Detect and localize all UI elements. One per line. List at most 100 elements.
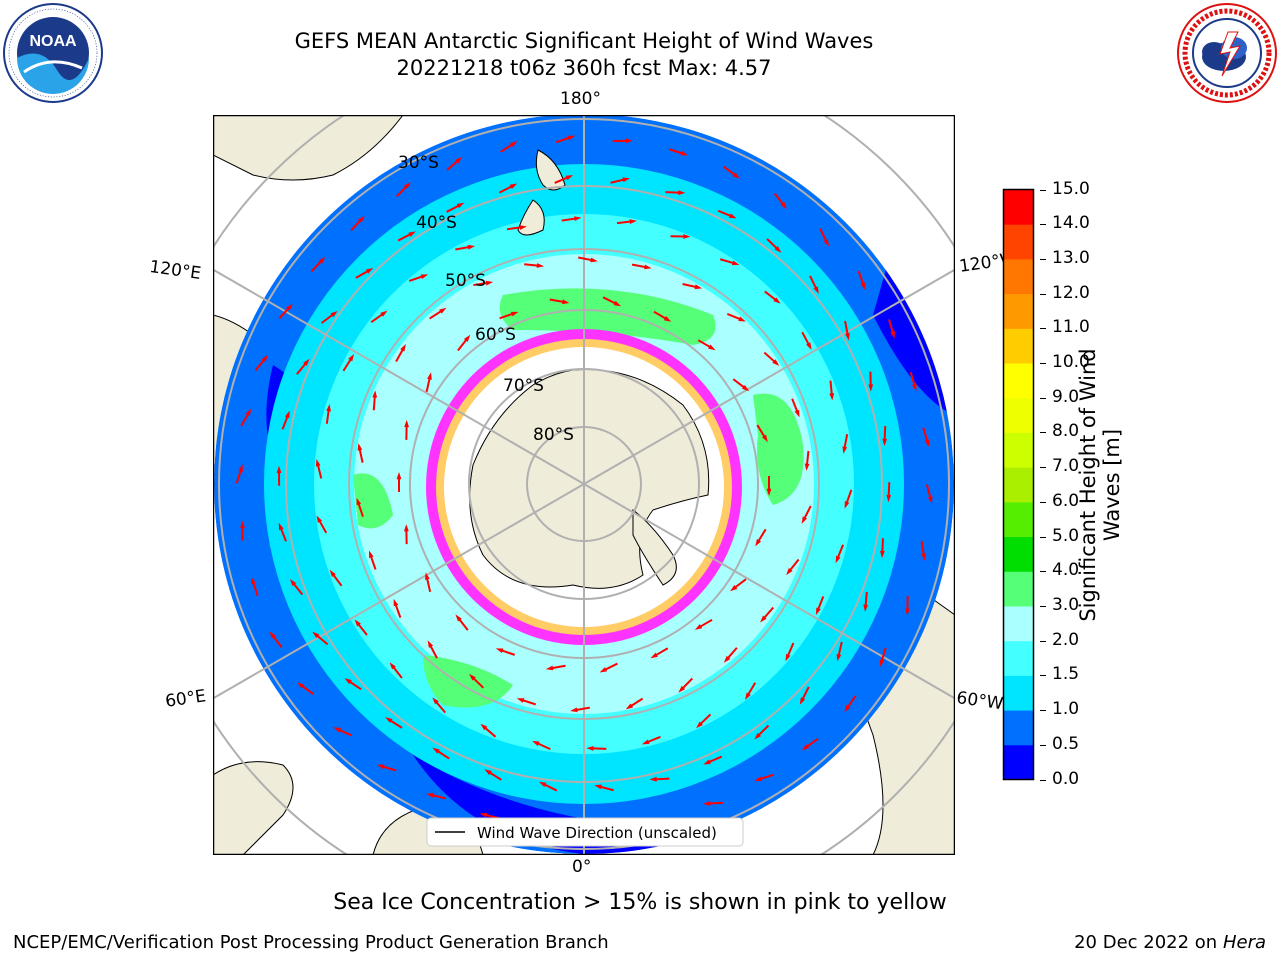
wind-arrow-head xyxy=(408,231,416,237)
wind-arrow-head xyxy=(844,704,851,713)
wind-arrow-head xyxy=(886,494,892,503)
wind-arrow-head xyxy=(890,331,895,339)
colorbar-tick xyxy=(1040,432,1046,434)
wind-arrow-head xyxy=(703,759,711,765)
lon-label-120e: 120°E xyxy=(148,257,203,285)
wind-arrow-head xyxy=(538,781,547,788)
wind-arrow-head xyxy=(773,297,781,304)
wind-arrow-head xyxy=(622,177,631,183)
wind-arrow-head xyxy=(312,631,320,639)
wind-arrow-head xyxy=(625,703,634,710)
colorbar xyxy=(1002,188,1035,781)
wind-arrow-head xyxy=(845,333,850,341)
wind-arrow-head xyxy=(238,464,243,472)
wind-arrow-head xyxy=(403,524,409,532)
colorbar-label-line2: Waves [m] xyxy=(1100,428,1124,542)
wind-arrow-head xyxy=(385,717,393,724)
wind-arrow-head xyxy=(356,497,362,506)
wind-arrow-head xyxy=(738,316,746,322)
colorbar-tick xyxy=(1040,744,1046,746)
map-legend: Wind Wave Direction (unscaled) xyxy=(426,817,744,847)
colorbar-tick-label: 6.0 xyxy=(1052,490,1080,511)
wind-arrow-head xyxy=(804,463,810,471)
wind-arrow-head xyxy=(396,472,402,480)
colorbar-tick-label: 12.0 xyxy=(1052,282,1090,303)
wind-arrow-head xyxy=(774,246,782,253)
wind-arrow-head xyxy=(879,659,885,667)
wind-arrow-head xyxy=(344,678,352,685)
wind-arrow-head xyxy=(680,150,689,156)
lon-label-180: 180° xyxy=(560,89,601,109)
wind-arrow-head xyxy=(594,784,602,790)
colorbar-tick-label: 15.0 xyxy=(1052,178,1090,199)
wind-arrow-head xyxy=(354,619,361,627)
colorbar-segment xyxy=(1003,328,1034,364)
wind-arrow-head xyxy=(921,553,926,561)
colorbar-tick xyxy=(1040,328,1046,330)
wind-arrow-head xyxy=(678,190,686,195)
wind-arrow-head xyxy=(780,202,787,210)
wind-arrow-head xyxy=(463,334,471,342)
wind-arrow-head xyxy=(510,141,518,148)
colorbar-segment xyxy=(1003,224,1034,260)
wind-arrow-head xyxy=(372,390,378,398)
wind-arrow-head xyxy=(380,310,388,317)
wind-arrow-head xyxy=(842,446,848,454)
footer-date: 20 Dec 2022 on Hera xyxy=(1074,932,1266,953)
colorbar-label-line1: Significant Height of Wind xyxy=(1076,348,1100,622)
footer-branch: NCEP/EMC/Verification Post Processing Pr… xyxy=(13,932,609,953)
wind-arrow-head xyxy=(376,764,385,770)
wind-arrow-head xyxy=(801,516,808,524)
wind-arrow-head xyxy=(455,156,463,164)
wind-arrow-head xyxy=(785,653,791,662)
wind-arrow-head xyxy=(420,274,429,280)
noaa-logo: NOAA xyxy=(3,3,103,103)
colorbar-segment xyxy=(1003,258,1034,295)
wind-arrow-head xyxy=(860,282,866,291)
wind-arrow-head xyxy=(286,303,293,311)
colorbar-tick xyxy=(1040,467,1046,469)
wind-arrow-head xyxy=(545,665,554,671)
wind-arrow-head xyxy=(427,372,432,380)
wind-arrow-head xyxy=(761,434,768,443)
colorbar-segment xyxy=(1003,189,1034,225)
wind-arrow-head xyxy=(613,300,622,307)
colorbar-tick xyxy=(1040,779,1046,781)
lat-label-30s: 30°S xyxy=(398,153,439,173)
colorbar-tick xyxy=(1040,675,1046,677)
wind-arrow-head xyxy=(368,550,374,559)
wind-arrow-head xyxy=(400,344,406,352)
antarctica xyxy=(469,368,710,589)
wind-arrow-head xyxy=(741,384,750,392)
wind-arrow-head xyxy=(678,685,686,693)
footer-date-text: 20 Dec 2022 on xyxy=(1074,932,1218,953)
colorbar-tick-label: 9.0 xyxy=(1052,386,1080,407)
colorbar-tick-label: 4.0 xyxy=(1052,560,1080,581)
wind-arrow-head xyxy=(484,769,492,776)
wind-arrow-head xyxy=(625,138,633,144)
wind-wave-arrows xyxy=(235,135,933,832)
colorbar-segment xyxy=(1003,710,1034,746)
colorbar-segment xyxy=(1003,501,1034,538)
wind-arrow-head xyxy=(586,746,594,751)
colorbar-tick xyxy=(1040,293,1046,295)
polar-map: 30°S 40°S 50°S 60°S 70°S 80°S Wind Wave … xyxy=(213,115,955,855)
colorbar-segment xyxy=(1003,363,1034,399)
colorbar-tick xyxy=(1040,397,1046,399)
wind-arrow-head xyxy=(403,182,411,189)
colorbar-tick xyxy=(1040,258,1046,260)
wind-arrow-head xyxy=(927,496,933,504)
wind-arrow-head xyxy=(245,408,252,417)
wind-arrow-head xyxy=(269,631,276,639)
wind-arrow-head xyxy=(649,776,657,782)
wind-arrow-head xyxy=(565,175,574,181)
wind-arrow-head xyxy=(835,555,841,564)
wind-arrow-head xyxy=(766,488,772,496)
wind-arrow-head xyxy=(863,604,869,612)
wind-arrow-head xyxy=(694,624,703,630)
colorbar-tick-label: 0.0 xyxy=(1052,768,1080,789)
wind-arrow-head xyxy=(456,202,465,209)
colorbar-segment xyxy=(1003,536,1034,572)
wind-arrow-head xyxy=(536,263,545,268)
colorbar-tick xyxy=(1040,710,1046,712)
